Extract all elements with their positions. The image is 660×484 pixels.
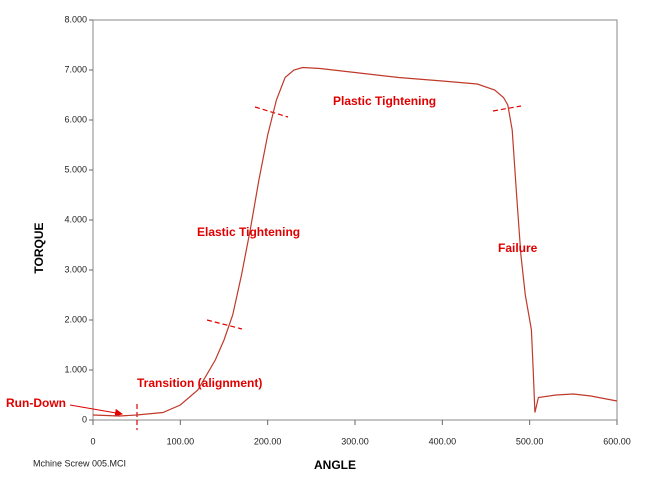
x-tick-label: 100.00 [167, 436, 195, 446]
x-tick-label: 500.00 [516, 436, 544, 446]
y-tick-label: 3.000 [64, 264, 87, 274]
annotation: Elastic Tightening [197, 225, 300, 239]
x-tick-label: 0 [90, 436, 95, 446]
torque-curve [92, 66, 618, 417]
y-tick-label: 0 [82, 414, 87, 424]
y-tick-label: 8.000 [64, 14, 87, 24]
x-tick-label: 600.00 [603, 436, 631, 446]
y-tick-label: 4.000 [64, 214, 87, 224]
annotation: Plastic Tightening [333, 94, 436, 108]
y-axis-title: TORQUE [32, 222, 46, 273]
annotation: Transition (alignment) [137, 376, 262, 390]
y-tick-label: 5.000 [64, 164, 87, 174]
plot-frame [92, 19, 618, 421]
y-tick-label: 2.000 [64, 314, 87, 324]
run-down-arrow [69, 404, 123, 417]
x-axis-title: ANGLE [314, 458, 356, 472]
x-tick-label: 300.00 [341, 436, 369, 446]
y-tick-label: 6.000 [64, 114, 87, 124]
y-tick-label: 1.000 [64, 364, 87, 374]
y-tick-label: 7.000 [64, 64, 87, 74]
phase-markers [136, 105, 522, 430]
annotation: Run-Down [6, 396, 66, 410]
x-tick-label: 400.00 [429, 436, 457, 446]
x-tick-label: 200.00 [254, 436, 282, 446]
footer: Mchine Screw 005.MCI [33, 458, 126, 468]
annotation: Failure [498, 241, 538, 255]
